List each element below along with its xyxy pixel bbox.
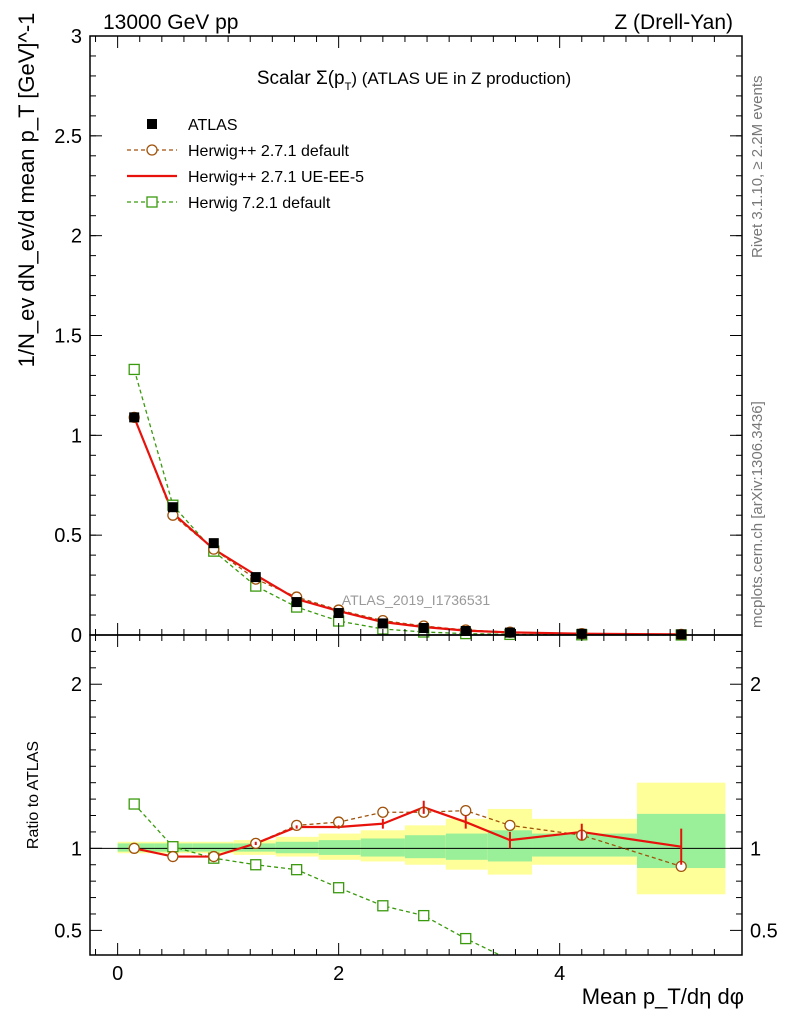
herwigpp-default-ratio-point (377, 806, 389, 818)
ytick-label: 1 (71, 425, 82, 447)
atlas-point (208, 538, 219, 549)
x-axis-label: Mean p_T/dη dφ (582, 984, 744, 1009)
herwigpp-default-ratio-point (504, 819, 516, 832)
atlas-point (250, 572, 261, 583)
mcplots-label: mcplots.cern.ch [arXiv:1306.3436] (749, 401, 766, 628)
ytick-label: 1.5 (54, 326, 82, 348)
ratio-ylabel: Ratio to ATLAS (25, 741, 42, 849)
ytick-label: 3 (71, 26, 82, 48)
ytick-label: 2 (71, 226, 82, 248)
xtick-label: 0 (112, 963, 123, 985)
legend-square-marker (146, 196, 158, 208)
ratio-ytick-label: 1 (71, 838, 82, 860)
ratio-ytick-label-right: 1 (750, 838, 761, 860)
ratio-ytick-label: 0.5 (54, 920, 82, 942)
ratio-plot-area (90, 798, 742, 956)
rivet-label: Rivet 3.1.10, ≥ 2.2M events (749, 76, 766, 259)
band-green (532, 833, 638, 857)
herwigpp-default-ratio-point (460, 804, 472, 817)
atlas-point (167, 502, 178, 513)
band-green (192, 843, 234, 852)
herwig7-ratio-point (291, 864, 303, 876)
band-green (445, 833, 488, 860)
band-green (318, 840, 361, 855)
band-green (360, 838, 405, 857)
herwigpp-ueee5-line (133, 416, 682, 636)
xtick-label: 2 (333, 963, 344, 985)
legend-circle-marker (146, 144, 158, 156)
herwigpp-default-ratio-point (167, 850, 179, 863)
ratio-uncertainty-bands (117, 782, 726, 895)
analysis-watermark: ATLAS_2019_I1736531 (342, 592, 491, 608)
herwig7-ratio-point (418, 909, 430, 922)
herwig7-ratio-point (460, 932, 472, 945)
main-title: Scalar Σ(pT) (ATLAS UE in Z production) (257, 68, 571, 93)
legend: ATLAS Herwig++ 2.7.1 default Herwig++ 2.7.… (127, 117, 364, 212)
band-green (275, 841, 319, 854)
atlas-point (504, 627, 515, 638)
herwig7-ratio-point (167, 841, 179, 853)
atlas-point (129, 412, 140, 423)
herwig7-ratio-point (250, 859, 262, 871)
herwig7-ratio-point (332, 882, 345, 894)
atlas-point (460, 626, 471, 637)
ratio-frame (89, 634, 743, 956)
herwig7-point (128, 363, 140, 376)
legend-atlas-marker (147, 119, 157, 129)
herwigpp-default-ratio-point (208, 850, 220, 863)
ratio-clip-group (128, 798, 687, 956)
main-plot-area (128, 363, 687, 641)
herwig7-ratio-point (377, 900, 389, 912)
axes: 0 0.5 1 1.5 2 2.5 3 0.5 0.5 1 1 2 2 0 2 4 (54, 26, 778, 985)
ytick-label: 0.5 (54, 525, 82, 547)
ytick-label: 2.5 (54, 126, 82, 148)
header-left: 13000 GeV pp (103, 11, 238, 34)
main-ylabel: 1/N_ev dN_ev/d mean p_T [GeV]^-1 (14, 13, 39, 368)
band-green (404, 835, 446, 859)
header-right: Z (Drell-Yan) (614, 11, 733, 34)
atlas-point (377, 618, 388, 629)
atlas-point (333, 608, 344, 619)
herwigpp-ueee5-ratio-line (133, 806, 682, 858)
legend-label: Herwig++ 2.7.1 default (188, 143, 350, 160)
ytick-label: 0 (71, 625, 82, 647)
legend-label: Herwig 7.2.1 default (188, 195, 331, 212)
ratio-ytick-label-right: 0.5 (750, 920, 778, 942)
atlas-point (291, 597, 302, 608)
ratio-ytick-label: 2 (71, 674, 82, 696)
herwig7-ratio-point (128, 798, 140, 810)
herwig7-ratio-line (133, 803, 501, 956)
ratio-ytick-label-right: 2 (750, 674, 761, 696)
herwigpp-default-ratio-point (128, 842, 140, 854)
legend-label: ATLAS (188, 117, 238, 134)
atlas-point (418, 623, 429, 634)
xtick-label: 4 (554, 963, 565, 985)
legend-label: Herwig++ 2.7.1 UE-EE-5 (188, 169, 364, 186)
